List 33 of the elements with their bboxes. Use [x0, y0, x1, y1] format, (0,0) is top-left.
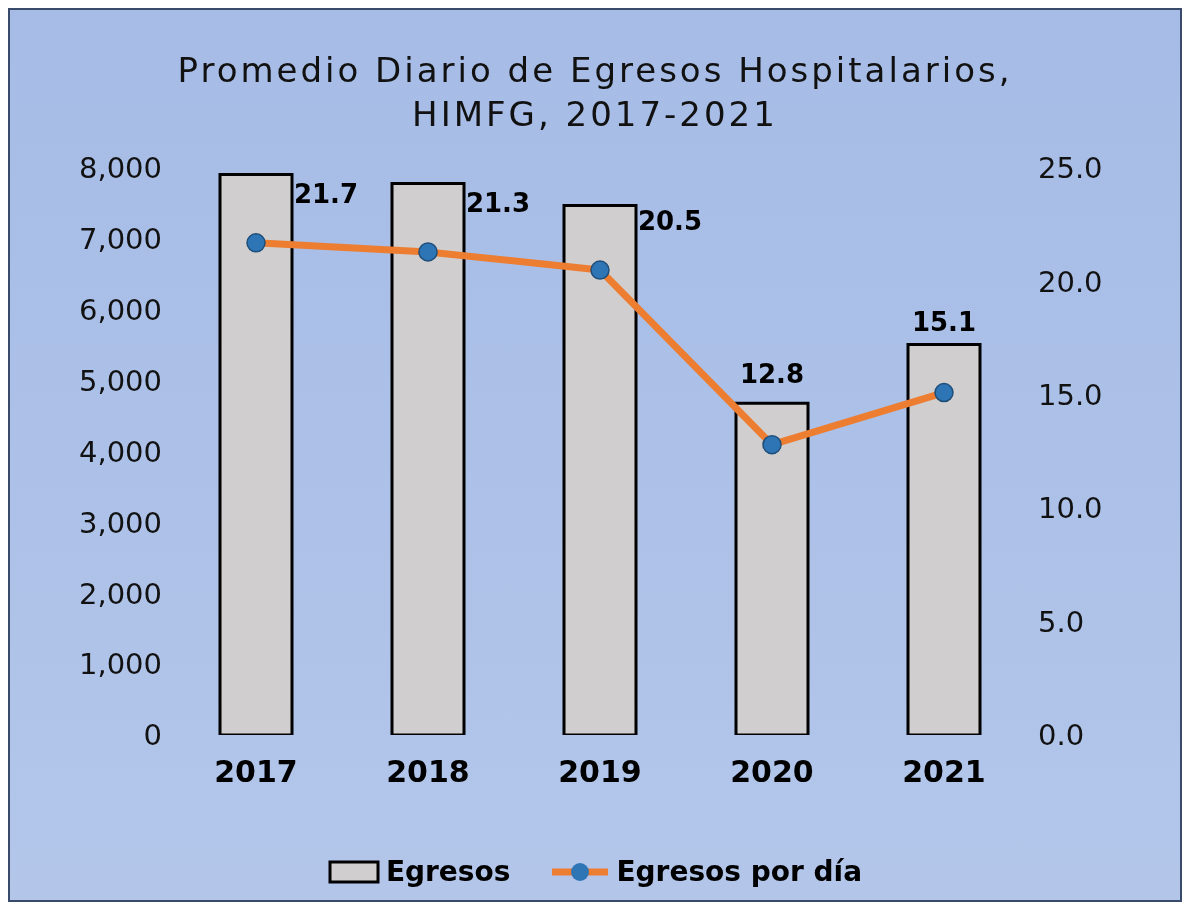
y-tick-label: 2,000: [78, 576, 162, 611]
y-tick-label: 6,000: [78, 293, 162, 328]
data-label: 21.7: [293, 178, 359, 209]
data-label: 20.5: [637, 206, 703, 237]
x-tick-label: 2019: [558, 754, 642, 790]
chart-title: Promedio Diario de Egresos Hospitalarios, HIMFG, 2017-2021: [176, 49, 1014, 136]
x-tick-label: 2017: [214, 754, 298, 790]
y-tick-label: 0: [143, 718, 162, 753]
y-tick-label: 7,000: [78, 222, 162, 257]
data-label: 21.3: [465, 187, 531, 218]
legend-label: Egresos: [385, 855, 511, 888]
y2-tick-label: 20.0: [1038, 264, 1103, 299]
legend-label: Egresos por día: [616, 855, 863, 888]
x-tick-label: 2020: [730, 754, 814, 790]
bar: [390, 182, 466, 735]
bar: [734, 401, 810, 735]
data-label: 15.1: [911, 306, 977, 337]
y2-tick-label: 5.0: [1038, 604, 1085, 639]
x-tick-label: 2021: [902, 754, 986, 790]
y-tick-label: 5,000: [78, 363, 162, 398]
y-tick-label: 1,000: [78, 647, 162, 682]
y-tick-label: 8,000: [78, 151, 162, 186]
bar: [562, 204, 638, 735]
y2-tick-label: 25.0: [1038, 151, 1103, 186]
y-tick-label: 3,000: [78, 505, 162, 540]
bar: [218, 172, 294, 735]
y-tick-label: 4,000: [78, 434, 162, 469]
x-tick-label: 2018: [386, 754, 470, 790]
bar: [906, 342, 982, 735]
y2-tick-label: 0.0: [1038, 718, 1085, 753]
data-label: 12.8: [739, 358, 805, 389]
y2-tick-label: 10.0: [1038, 491, 1103, 526]
y2-tick-label: 15.0: [1038, 378, 1103, 413]
